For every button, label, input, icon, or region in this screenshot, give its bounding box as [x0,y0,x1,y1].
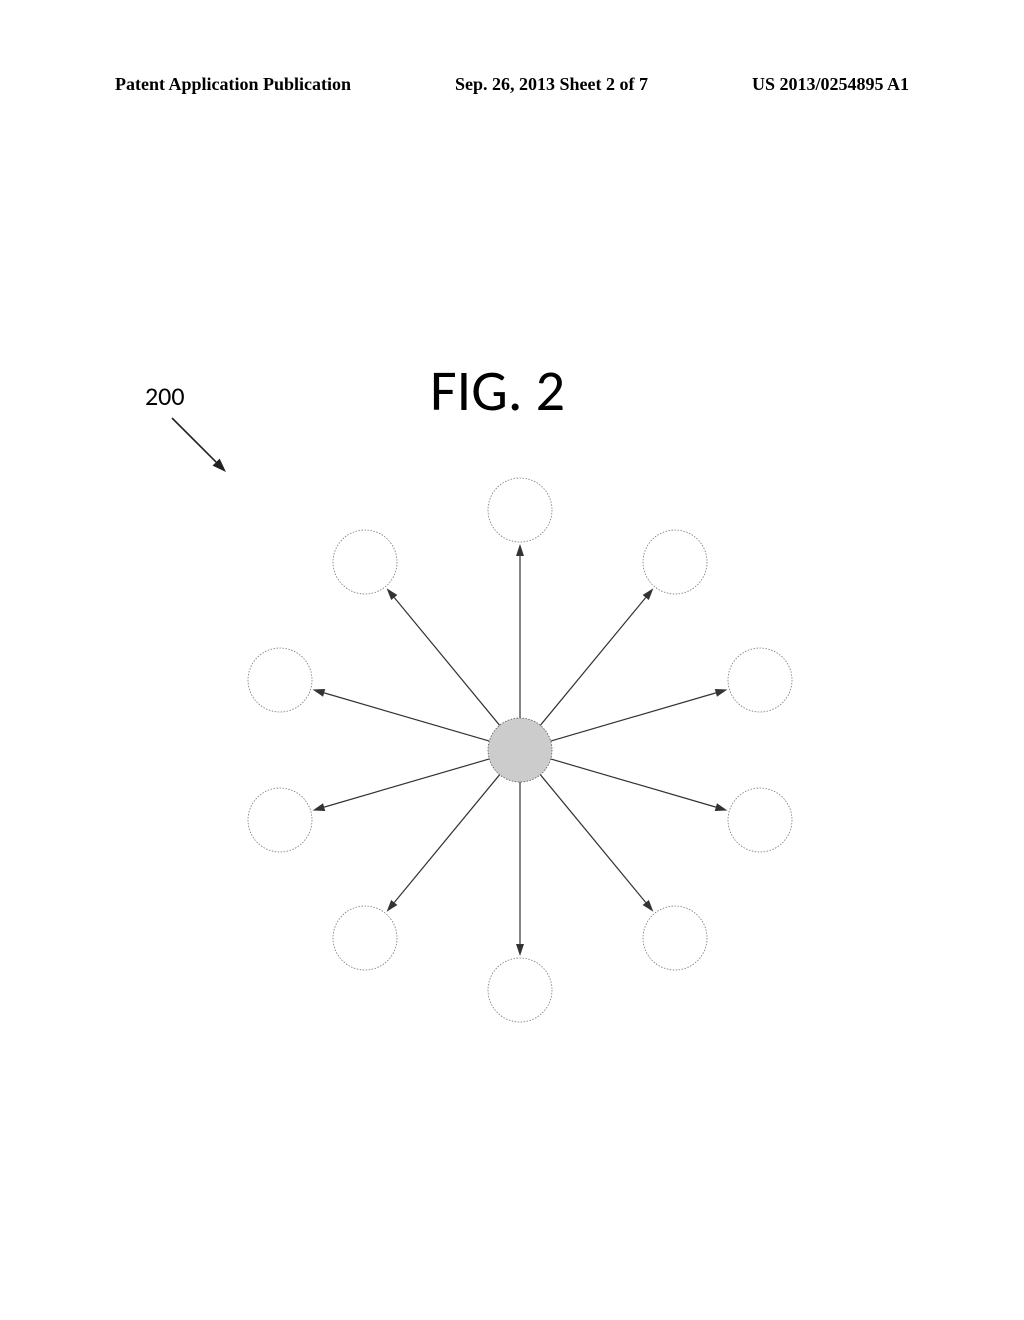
figure-title: FIG. 2 [430,355,565,426]
outer-node [643,906,707,970]
outer-node [333,906,397,970]
network-diagram [200,450,840,1050]
edge-arrowhead-icon [715,803,728,811]
edge-arrowhead-icon [313,803,326,811]
outer-node [728,648,792,712]
center-node [488,718,552,782]
edge-line [551,759,716,807]
edge-arrowhead-icon [643,900,654,912]
edge-arrowhead-icon [387,900,398,912]
edge-arrowhead-icon [313,689,326,697]
reference-numeral: 200 [145,380,185,412]
edge-line [324,759,489,807]
outer-node [333,530,397,594]
edge-arrowhead-icon [715,689,728,697]
edge-line [540,597,645,725]
outer-node [488,478,552,542]
page: Patent Application Publication Sep. 26, … [0,0,1024,1320]
outer-node [248,648,312,712]
edge-line [394,597,499,725]
edge-arrowhead-icon [516,544,524,556]
page-header: Patent Application Publication Sep. 26, … [0,74,1024,95]
outer-node [643,530,707,594]
edge-line [540,775,645,903]
edge-arrowhead-icon [387,588,398,600]
edge-arrowhead-icon [643,588,654,600]
edge-line [324,693,489,741]
header-left: Patent Application Publication [115,74,351,95]
header-center: Sep. 26, 2013 Sheet 2 of 7 [455,74,648,95]
header-right: US 2013/0254895 A1 [752,74,909,95]
edge-line [551,693,716,741]
edge-line [394,775,499,903]
outer-node [728,788,792,852]
outer-node [488,958,552,1022]
edge-arrowhead-icon [516,944,524,956]
outer-node [248,788,312,852]
